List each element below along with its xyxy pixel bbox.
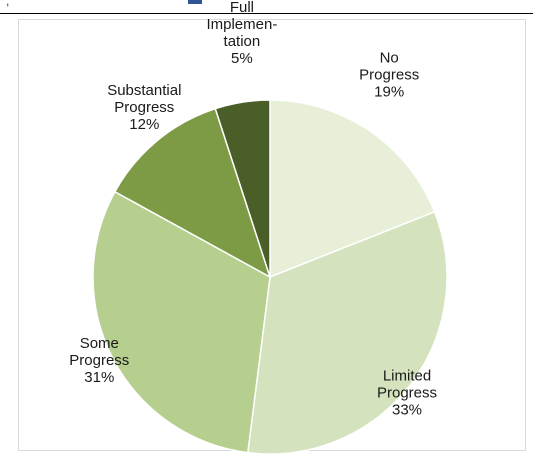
slice-label-full-implemen-tation: Full Implemen-tation 5% bbox=[206, 0, 277, 67]
slice-label-limited-progress: Limited Progress 33% bbox=[377, 368, 437, 419]
pie-labels: No Progress 19%Limited Progress 33%Some Progr… bbox=[69, 0, 437, 419]
pie-slice-some-progress bbox=[92, 190, 271, 454]
slice-label-some-progress: Some Progress 31% bbox=[69, 335, 129, 386]
pie-slice-substantial-progress bbox=[113, 107, 272, 279]
top-fragment: , bbox=[0, 0, 533, 13]
pie-slices bbox=[92, 99, 448, 454]
slice-percent-limited-progress: 33% bbox=[392, 402, 422, 419]
top-rule bbox=[0, 13, 533, 14]
slice-label-line: tation bbox=[224, 33, 261, 50]
slice-label-no-progress: No Progress 19% bbox=[359, 49, 419, 100]
slice-label-line: Substantial bbox=[107, 82, 181, 99]
slice-percent-substantial-progress: 12% bbox=[129, 116, 159, 133]
slice-label-line: Implemen- bbox=[206, 16, 277, 33]
slice-percent-full-implemen-tation: 5% bbox=[231, 50, 253, 67]
pie-slice-full-implemen-tation bbox=[214, 99, 271, 278]
slice-label-line: Limited bbox=[383, 368, 431, 385]
pie-slice-no-progress bbox=[269, 99, 436, 279]
slice-percent-some-progress: 31% bbox=[84, 369, 114, 386]
slice-label-line: Progress bbox=[114, 99, 174, 116]
slice-label-line: Progress bbox=[69, 352, 129, 369]
slice-label-line: Some bbox=[80, 335, 119, 352]
pie-slice-limited-progress bbox=[246, 210, 448, 454]
slice-percent-no-progress: 19% bbox=[374, 83, 404, 100]
top-fragment-tick: , bbox=[6, 0, 10, 8]
slice-label-substantial-progress: Substantial Progress 12% bbox=[107, 82, 181, 133]
top-fragment-accent-bar bbox=[188, 0, 202, 4]
slice-label-line: Full bbox=[230, 0, 254, 16]
slice-label-line: Progress bbox=[377, 385, 437, 402]
slice-label-line: No bbox=[380, 49, 399, 66]
slice-label-line: Progress bbox=[359, 66, 419, 83]
